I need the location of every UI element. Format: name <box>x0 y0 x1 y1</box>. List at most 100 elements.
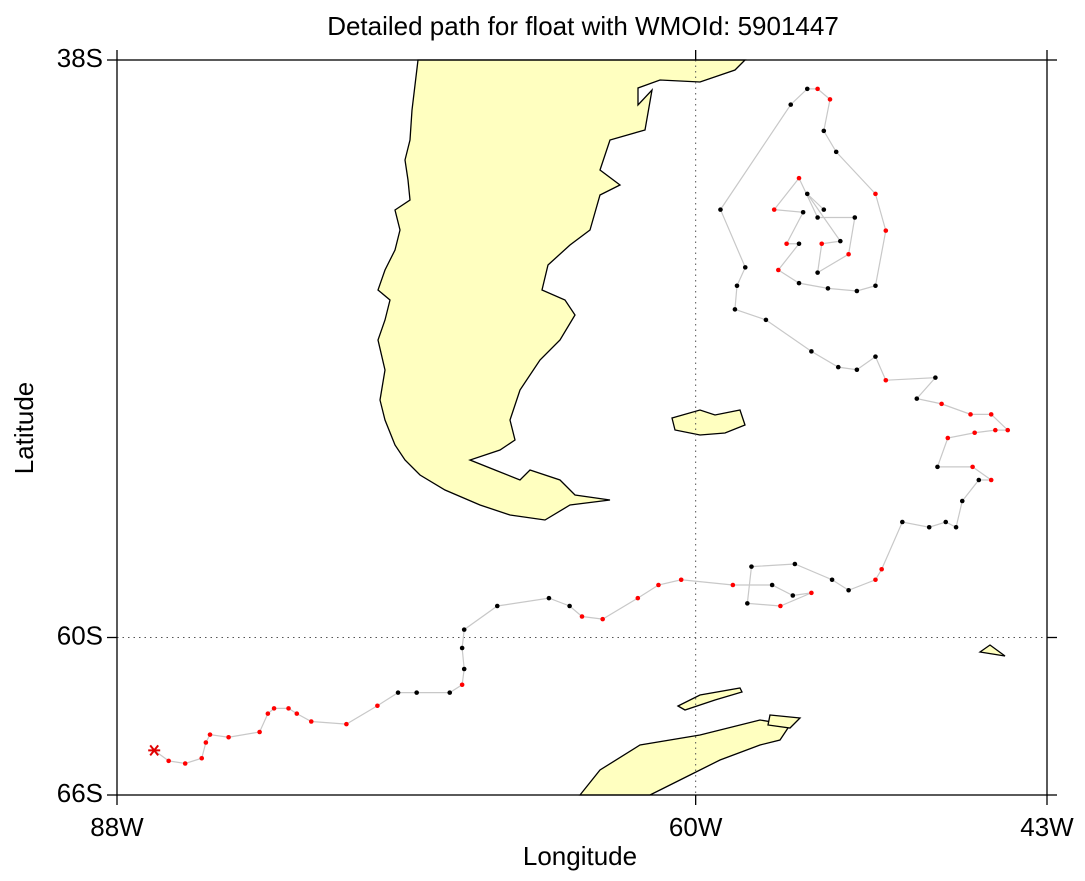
x-tick-label: 60W <box>669 812 723 842</box>
track-point <box>788 102 794 107</box>
track-point <box>976 477 982 483</box>
track-point <box>769 582 775 588</box>
track-point <box>821 207 827 212</box>
track-point <box>900 519 905 525</box>
track-point <box>459 682 465 688</box>
track-point <box>968 412 973 417</box>
track-point <box>821 128 827 134</box>
falkland-islands <box>671 409 746 436</box>
track-point <box>732 307 738 312</box>
track-point <box>804 191 810 197</box>
track-point <box>579 614 585 619</box>
x-axis-label: Longitude <box>523 841 637 871</box>
track-point <box>827 97 833 102</box>
track-point <box>939 401 944 407</box>
y-tick-label: 66S <box>57 778 103 808</box>
track-point <box>833 149 839 155</box>
track-point <box>972 430 977 436</box>
track-point <box>718 207 723 212</box>
track-point <box>414 690 419 695</box>
track-point <box>203 740 209 745</box>
track-point <box>742 265 748 270</box>
track-point <box>375 703 380 709</box>
track-point <box>734 283 740 289</box>
track-point <box>271 706 277 711</box>
south-america <box>377 59 747 521</box>
track-point <box>459 645 465 651</box>
track-point <box>988 477 994 483</box>
track-point <box>226 734 231 740</box>
track-point <box>835 364 841 370</box>
x-tick-label: 88W <box>90 812 144 842</box>
track-point <box>1005 427 1011 433</box>
track-point <box>778 603 783 609</box>
track-point <box>854 367 860 373</box>
y-axis-label: Latitude <box>9 382 39 475</box>
track-point <box>935 464 940 470</box>
track-point <box>730 582 736 588</box>
track-point <box>257 729 262 735</box>
track-point <box>945 435 951 441</box>
track-point <box>600 616 605 622</box>
track-point <box>344 721 349 727</box>
track-point <box>308 719 314 724</box>
track-point <box>207 732 213 737</box>
track-point <box>873 191 878 197</box>
start-marker <box>148 744 161 756</box>
track-point <box>970 464 975 470</box>
track-point <box>883 377 889 383</box>
track-point <box>815 86 820 92</box>
track-point <box>790 593 796 598</box>
track-point <box>800 209 806 215</box>
y-tick-label: 60S <box>57 620 103 650</box>
track-point <box>809 590 814 596</box>
track-point <box>656 582 661 588</box>
island <box>767 714 802 729</box>
track-point <box>809 349 814 354</box>
track-point <box>567 603 572 609</box>
start-marker-stroke <box>149 744 159 756</box>
track-point <box>953 524 959 530</box>
track-point <box>846 251 851 257</box>
island <box>978 644 1006 657</box>
track-line <box>153 88 1010 765</box>
track-point <box>784 241 789 247</box>
track-point <box>873 577 878 583</box>
track-point <box>166 758 171 764</box>
track-point <box>829 577 835 583</box>
track-point <box>854 288 860 294</box>
track-point <box>182 761 188 766</box>
track-point <box>265 711 271 716</box>
track-point <box>546 595 552 601</box>
track-point <box>635 595 641 601</box>
chart-title: Detailed path for float with WMOId: 5901… <box>327 11 839 41</box>
track-point <box>815 270 820 275</box>
track-point <box>873 354 878 359</box>
track-point <box>838 238 843 244</box>
y-tick-label: 38S <box>57 43 103 73</box>
track-point <box>776 267 781 273</box>
track-point <box>494 603 500 609</box>
track-point <box>763 317 769 323</box>
track-point <box>294 711 300 716</box>
track-point <box>815 215 820 220</box>
track-point <box>395 690 401 695</box>
track-point <box>943 519 949 525</box>
track-point <box>846 587 851 593</box>
track-point <box>796 241 802 247</box>
track-point <box>461 627 467 632</box>
track-point <box>852 215 858 220</box>
track-point <box>988 412 994 417</box>
track-point <box>678 577 684 583</box>
track-point <box>883 228 889 233</box>
track-point <box>804 86 810 92</box>
track-point <box>825 286 831 291</box>
land <box>377 59 1006 796</box>
track-point <box>461 666 467 672</box>
plot-frame <box>116 59 1048 796</box>
track-point <box>745 601 750 606</box>
track-point <box>873 283 878 289</box>
track-point <box>749 564 754 569</box>
track-point <box>879 566 884 572</box>
